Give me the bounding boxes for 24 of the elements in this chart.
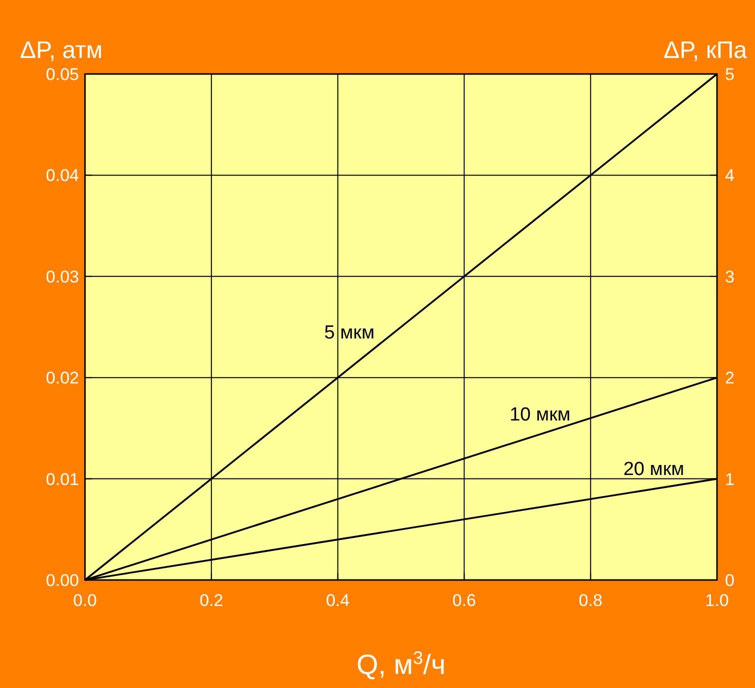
y-tick-label: 0.01 — [46, 470, 79, 489]
y-tick-label: 0.00 — [46, 571, 79, 590]
y2-tick-label: 3 — [725, 267, 734, 286]
x-tick-label: 0.8 — [578, 591, 602, 610]
y2-tick-label: 1 — [725, 470, 734, 489]
x-tick-label: 0.4 — [326, 591, 350, 610]
y-tick-label: 0.03 — [46, 267, 79, 286]
y-tick-label: 0.04 — [46, 166, 79, 186]
x-tick-label: 1.0 — [705, 591, 729, 610]
series-label: 5 мкм — [324, 322, 375, 344]
y-axis-title: ΔP, атм — [20, 37, 103, 64]
x-tick-label: 0.6 — [452, 591, 476, 610]
y2-tick-label: 2 — [725, 368, 734, 388]
y2-tick-label: 4 — [725, 166, 734, 186]
series-label: 20 мкм — [623, 458, 684, 480]
x-axis-title: Q, м$^{3}$/ч — [356, 648, 446, 680]
y2-tick-label: 5 — [725, 65, 734, 84]
x-tick-label: 0.2 — [200, 591, 224, 610]
x-tick-label: 0.0 — [73, 591, 97, 610]
y2-axis-title: ΔP, кПа — [664, 37, 748, 64]
series-label: 10 мкм — [510, 404, 570, 426]
y-tick-label: 0.02 — [46, 368, 79, 388]
y2-tick-label: 0 — [725, 571, 734, 590]
y-tick-label: 0.05 — [46, 65, 79, 84]
